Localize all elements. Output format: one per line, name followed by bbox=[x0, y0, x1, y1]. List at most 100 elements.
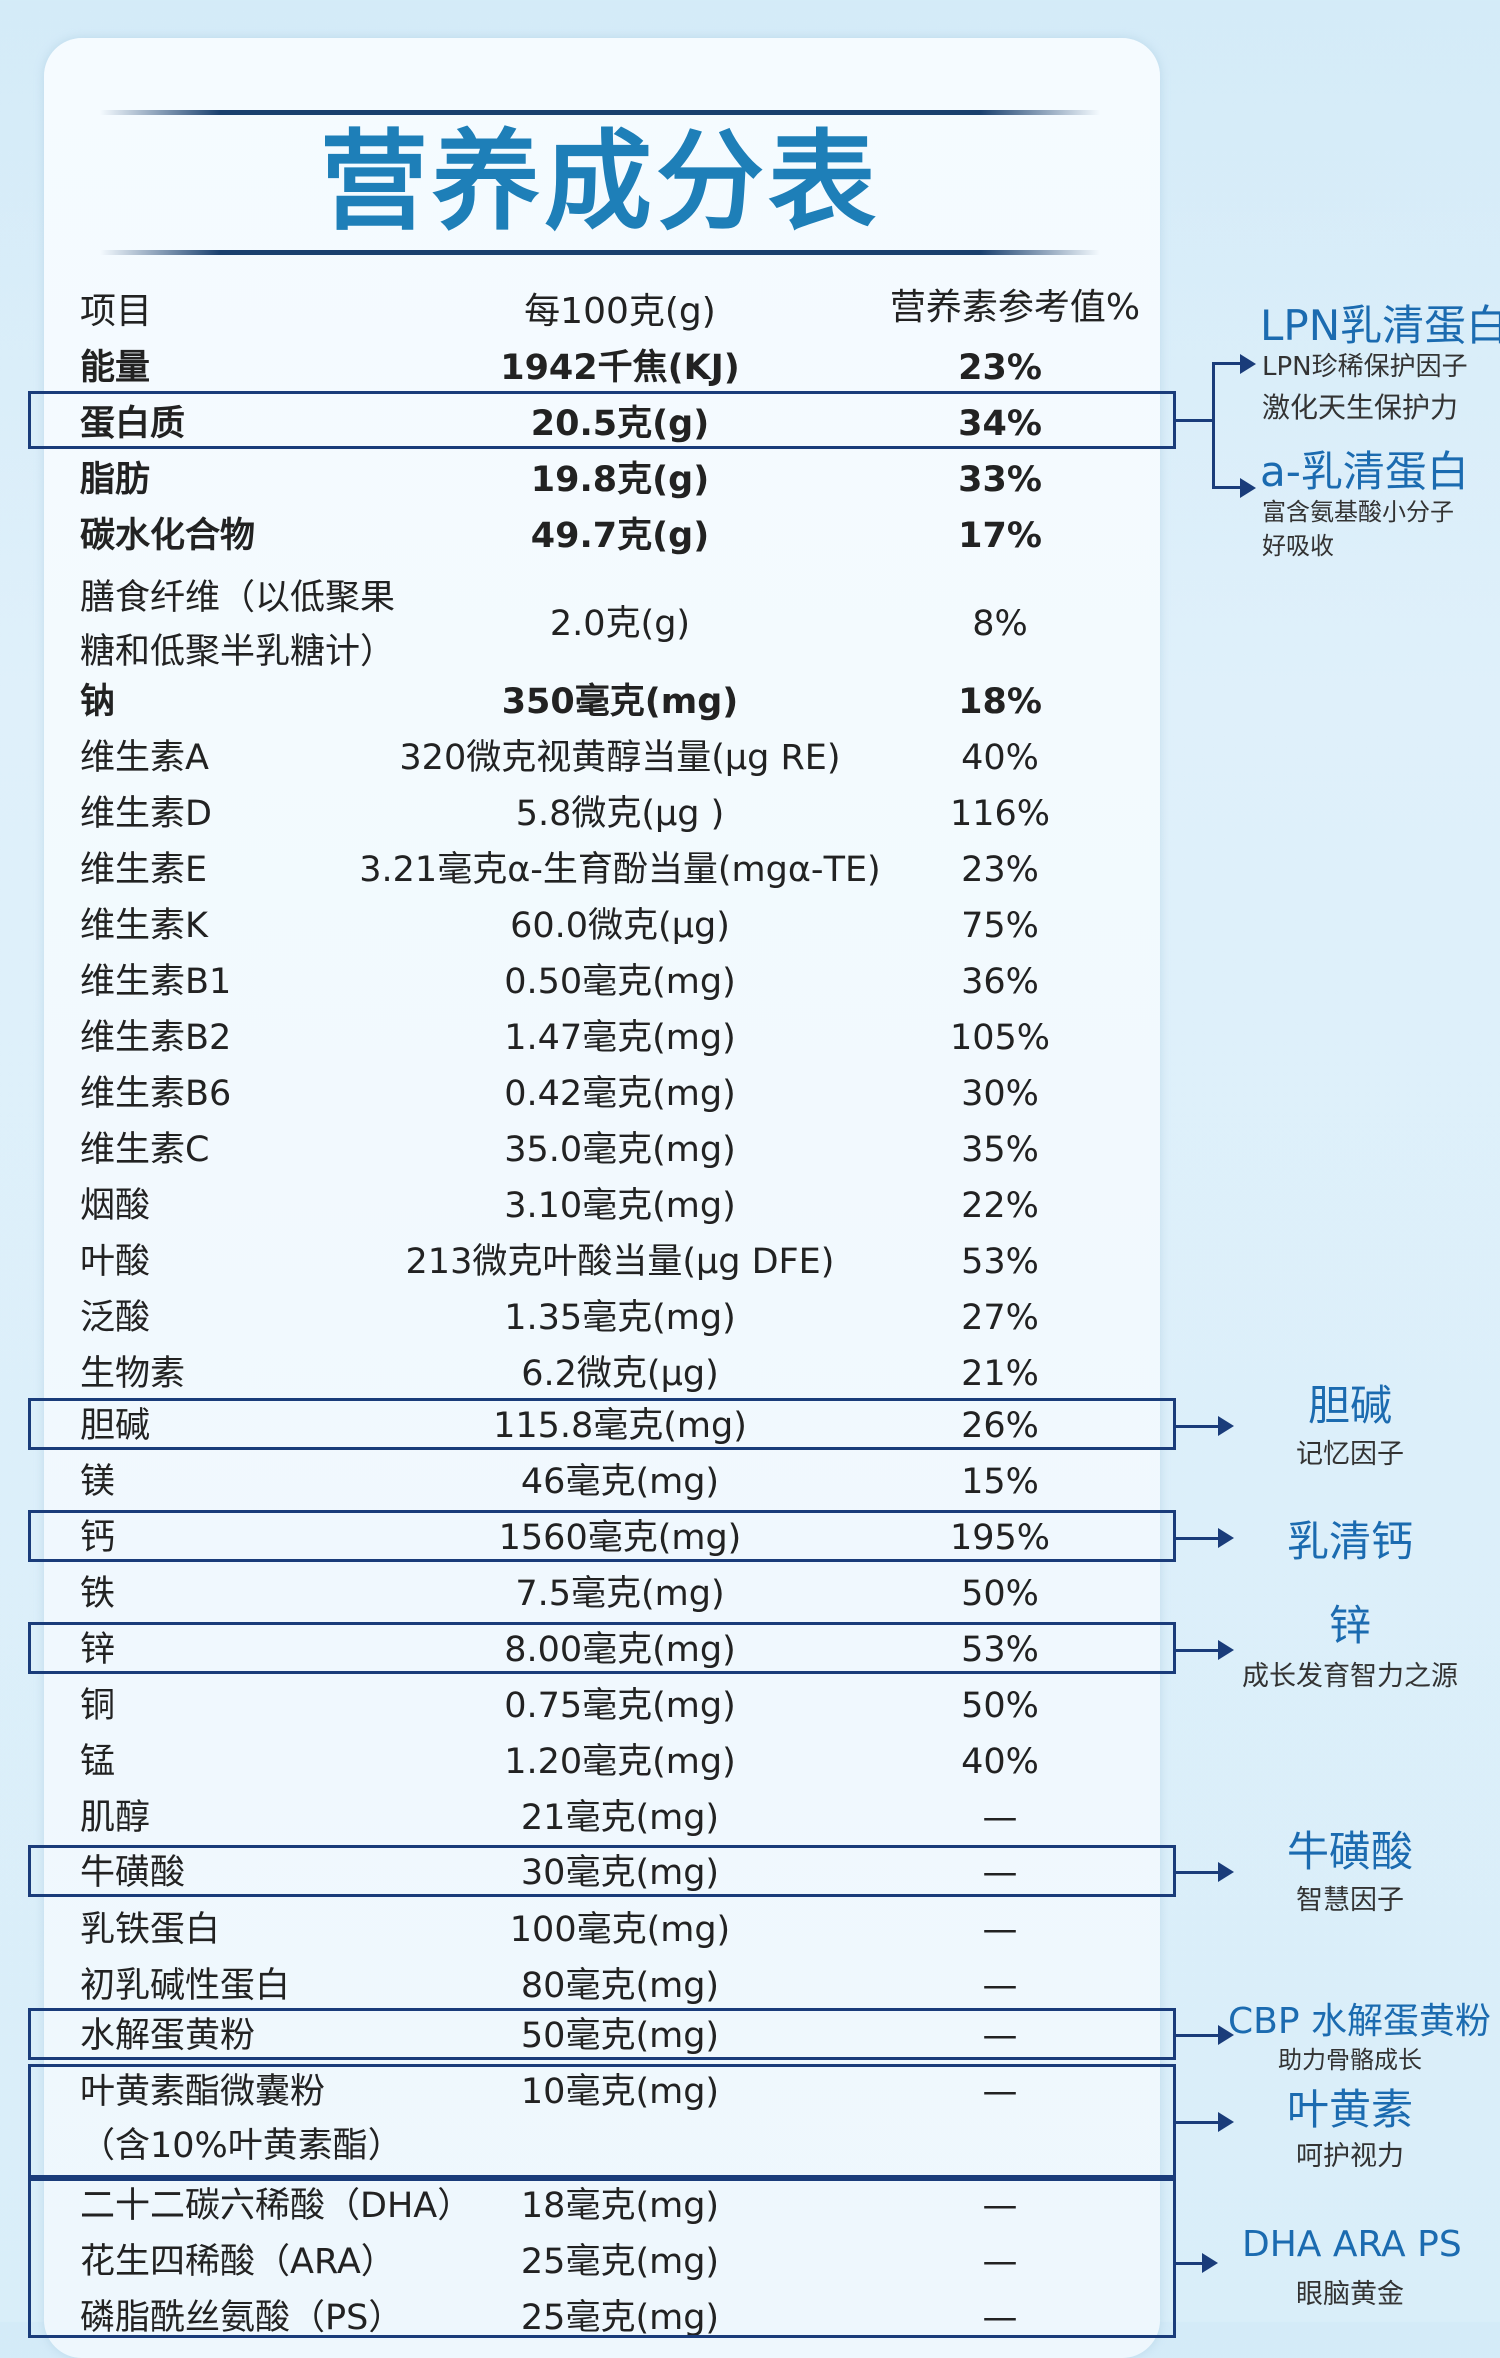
title-bottom-rule bbox=[100, 250, 1100, 255]
row-nrv: 21% bbox=[961, 1354, 1039, 1394]
arrow-zinc-icon bbox=[1218, 1640, 1234, 1660]
row-amount: 1.20毫克(mg) bbox=[504, 1742, 736, 1782]
row-name: 镁 bbox=[80, 1462, 116, 1502]
row-amount: 19.8克(g) bbox=[530, 460, 710, 500]
anno-taurine-title: 牛磺酸 bbox=[1286, 1827, 1413, 1876]
row-nrv: 195% bbox=[949, 1518, 1051, 1558]
row-name: 钙 bbox=[80, 1518, 116, 1558]
anno-zinc-title: 锌 bbox=[1328, 1601, 1371, 1650]
row-amount: 18毫克(mg) bbox=[520, 2186, 720, 2226]
arrow-cbp-icon bbox=[1218, 2025, 1234, 2045]
row-name: 维生素C bbox=[80, 1130, 210, 1170]
row-amount: 50毫克(mg) bbox=[520, 2016, 720, 2056]
row-name: 铜 bbox=[80, 1686, 116, 1726]
row-nrv: 50% bbox=[961, 1686, 1039, 1726]
row-amount: 21毫克(mg) bbox=[520, 1798, 720, 1838]
connector-lutein bbox=[1176, 2121, 1220, 2124]
anno-cbp-title: CBP 水解蛋黄粉 bbox=[1228, 2001, 1491, 2042]
row-nrv: 8% bbox=[972, 604, 1028, 644]
arrow-lutein-icon bbox=[1218, 2112, 1234, 2132]
row-nrv: 30% bbox=[961, 1074, 1039, 1114]
connector-alpha bbox=[1212, 486, 1242, 489]
row-amount: 213微克叶酸当量(μg DFE) bbox=[405, 1242, 835, 1282]
row-name: 叶酸 bbox=[80, 1242, 151, 1282]
highlight-box-calcium bbox=[28, 1510, 1176, 1562]
row-amount: 0.50毫克(mg) bbox=[504, 962, 736, 1002]
connector-cbp bbox=[1176, 2034, 1220, 2037]
row-amount: 46毫克(mg) bbox=[520, 1462, 720, 1502]
row-amount: 1.35毫克(mg) bbox=[504, 1298, 736, 1338]
row-amount: 5.8微克(μg ) bbox=[515, 794, 725, 834]
row-amount: 320微克视黄醇当量(μg RE) bbox=[399, 738, 841, 778]
row-nrv: 105% bbox=[949, 1018, 1051, 1058]
row-nrv: 116% bbox=[949, 794, 1051, 834]
row-name: 锌 bbox=[80, 1630, 116, 1670]
row-nrv: 23% bbox=[958, 348, 1042, 388]
row-nrv: 75% bbox=[961, 906, 1039, 946]
row-nrv: 27% bbox=[961, 1298, 1039, 1338]
title-top-rule bbox=[100, 110, 1100, 115]
anno-calcium-title: 乳清钙 bbox=[1286, 1517, 1413, 1566]
row-name: 锰 bbox=[80, 1742, 116, 1782]
page-title: 营养成分表 bbox=[319, 120, 880, 245]
row-name: 维生素A bbox=[80, 738, 209, 778]
connector-taurine bbox=[1176, 1871, 1220, 1874]
row-name: 碳水化合物 bbox=[80, 516, 256, 556]
anno-choline-sub: 记忆因子 bbox=[1296, 1439, 1404, 1470]
row-amount: 3.10毫克(mg) bbox=[504, 1186, 736, 1226]
anno-cbp-sub: 助力骨骼成长 bbox=[1278, 2046, 1422, 2074]
highlight-box-zinc bbox=[28, 1622, 1176, 1674]
arrow-alpha-icon bbox=[1240, 478, 1256, 498]
row-nrv: 40% bbox=[961, 1742, 1039, 1782]
row-nrv: 35% bbox=[961, 1130, 1039, 1170]
highlight-box-taurine bbox=[28, 1845, 1176, 1897]
row-nrv: 17% bbox=[958, 516, 1042, 556]
row-nrv: — bbox=[982, 1798, 1018, 1838]
row-name: 维生素E bbox=[80, 850, 208, 890]
anno-alpha-title: a-乳清蛋白 bbox=[1260, 447, 1469, 496]
anno-alpha-sub2: 好吸收 bbox=[1262, 532, 1334, 560]
nutrition-card bbox=[44, 38, 1160, 2358]
connector-protein-stem bbox=[1176, 419, 1212, 422]
row-name: 维生素B2 bbox=[80, 1018, 232, 1058]
arrow-choline-icon bbox=[1218, 1416, 1234, 1436]
row-name: 膳食纤维（以低聚果 bbox=[80, 578, 396, 618]
row-nrv: — bbox=[982, 1853, 1018, 1893]
connector-choline bbox=[1176, 1425, 1220, 1428]
row-name: 水解蛋黄粉 bbox=[80, 2016, 256, 2056]
row-name: 烟酸 bbox=[80, 1186, 151, 1226]
anno-zinc-sub: 成长发育智力之源 bbox=[1242, 1661, 1458, 1692]
row-amount: 30毫克(mg) bbox=[520, 1853, 720, 1893]
row-amount: 115.8毫克(mg) bbox=[493, 1406, 747, 1446]
row-name: 脂肪 bbox=[80, 460, 151, 500]
row-amount: 8.00毫克(mg) bbox=[504, 1630, 736, 1670]
row-name: 乳铁蛋白 bbox=[80, 1910, 221, 1950]
row-nrv: 15% bbox=[961, 1462, 1039, 1502]
anno-choline-title: 胆碱 bbox=[1307, 1381, 1392, 1430]
arrow-dha-icon bbox=[1202, 2253, 1218, 2273]
row-nrv: 23% bbox=[961, 850, 1039, 890]
row-name: 泛酸 bbox=[80, 1298, 151, 1338]
connector-zinc bbox=[1176, 1649, 1220, 1652]
header-amount: 每100克(g) bbox=[524, 291, 716, 332]
connector-dha bbox=[1176, 2262, 1204, 2265]
row-name: 钠 bbox=[80, 682, 116, 722]
anno-lutein-title: 叶黄素 bbox=[1286, 2085, 1413, 2134]
row-name: 维生素B6 bbox=[80, 1074, 232, 1114]
anno-lpn-sub1: LPN珍稀保护因子 bbox=[1262, 352, 1468, 382]
row-amount: 20.5克(g) bbox=[530, 404, 710, 444]
connector-calcium bbox=[1176, 1537, 1220, 1540]
arrow-calcium-icon bbox=[1218, 1528, 1234, 1548]
anno-lpn-title: LPN乳清蛋白 bbox=[1260, 301, 1500, 350]
row-name: 牛磺酸 bbox=[80, 1853, 186, 1893]
row-name: 维生素D bbox=[80, 794, 212, 834]
anno-dha-title: DHA ARA PS bbox=[1242, 2224, 1462, 2265]
row-nrv: — bbox=[982, 1966, 1018, 2006]
row-amount: 100毫克(mg) bbox=[509, 1910, 731, 1950]
row-amount: 35.0毫克(mg) bbox=[504, 1130, 736, 1170]
anno-lpn-sub2: 激化天生保护力 bbox=[1262, 391, 1459, 424]
row-name-line2: （含10%叶黄素酯） bbox=[80, 2126, 403, 2166]
row-nrv: 40% bbox=[961, 738, 1039, 778]
row-amount: 80毫克(mg) bbox=[520, 1966, 720, 2006]
row-name: 蛋白质 bbox=[80, 404, 186, 444]
